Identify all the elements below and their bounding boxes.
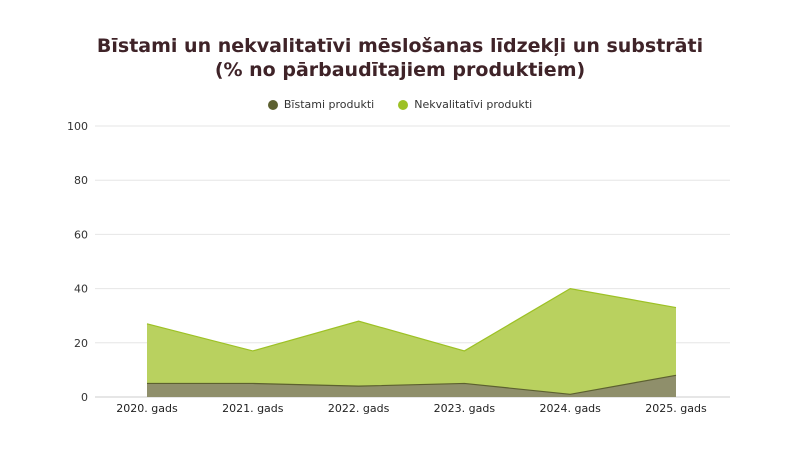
- legend-dot-icon: [267, 99, 278, 110]
- legend: Bīstami produkti Nekvalitatīvi produkti: [0, 98, 800, 111]
- legend-item-substandard[interactable]: Nekvalitatīvi produkti: [398, 98, 532, 111]
- legend-item-hazardous[interactable]: Bīstami produkti: [267, 98, 375, 111]
- legend-dot-icon: [398, 99, 409, 110]
- y-tick-label: 40: [74, 283, 88, 296]
- x-tick-label: 2025. gads: [645, 402, 707, 415]
- line-substandard: [146, 287, 677, 352]
- y-axis-ticks: 0 20 40 60 80 100: [67, 120, 88, 404]
- x-tick-label: 2024. gads: [539, 402, 601, 415]
- y-tick-label: 80: [74, 174, 88, 187]
- y-tick-label: 0: [81, 391, 88, 404]
- x-tick-label: 2023. gads: [434, 402, 496, 415]
- area-series: [146, 287, 677, 397]
- y-tick-label: 100: [67, 120, 88, 133]
- chart-subtitle: (% no pārbaudītajiem produktiem): [214, 59, 586, 81]
- y-tick-label: 20: [74, 337, 88, 350]
- legend-label: Bīstami produkti: [283, 98, 375, 111]
- x-tick-label: 2020. gads: [116, 402, 178, 415]
- x-tick-label: 2021. gads: [222, 402, 284, 415]
- chart-title: Bīstami un nekvalitatīvi mēslošanas līdz…: [0, 34, 800, 82]
- x-tick-label: 2022. gads: [328, 402, 390, 415]
- x-axis-ticks: 2020. gads 2021. gads 2022. gads 2023. gads…: [116, 402, 707, 415]
- legend-label: Nekvalitatīvi produkti: [414, 98, 533, 111]
- line-hazardous: [147, 374, 677, 395]
- area-substandard[interactable]: [147, 288, 676, 397]
- y-tick-label: 60: [74, 228, 88, 241]
- chart-title-line1: Bīstami un nekvalitatīvi mēslošanas līdz…: [96, 35, 704, 57]
